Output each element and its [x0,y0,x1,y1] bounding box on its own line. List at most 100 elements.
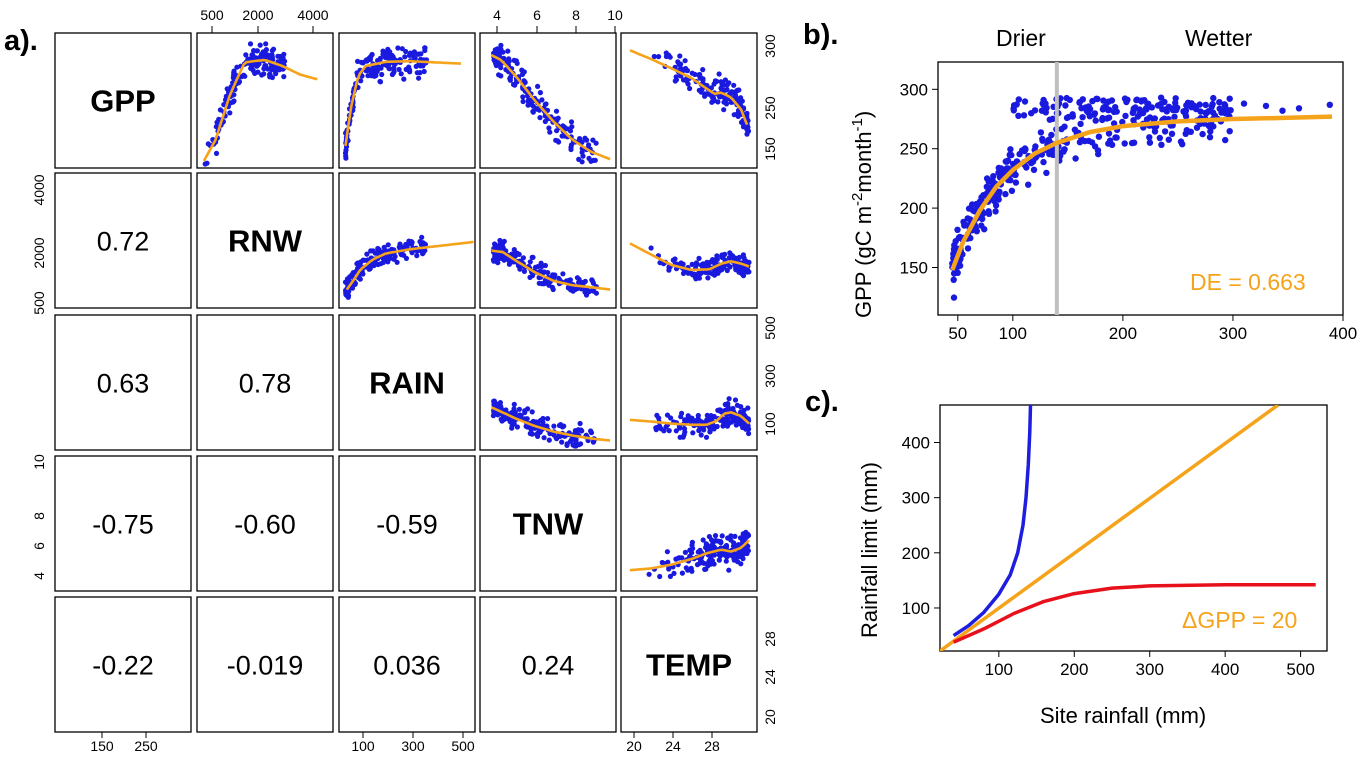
panel-b-ylabel-sup1: -2 [849,193,866,206]
data-point [386,65,392,72]
data-point [590,280,597,286]
data-point [1077,120,1084,128]
matrix-cell-rnw-tnw [479,172,617,309]
tick-label: 400 [1329,324,1357,343]
series-line-orange [940,405,1280,651]
data-point [739,268,745,274]
data-point [1105,114,1113,121]
panel-c-lines [940,405,1316,651]
data-point [1209,100,1216,108]
matrix-cell-frame [479,455,617,592]
tick-label: 300 [900,80,928,99]
data-point [696,427,702,434]
data-point [395,45,401,51]
data-point [576,276,582,282]
data-point [580,153,586,159]
matrix-cell-tnw-gpp: -0.75 [54,455,192,592]
data-point [703,434,710,440]
data-point [1092,117,1099,124]
data-point [716,71,722,77]
data-point [724,267,730,274]
tick-label: 10 [607,7,623,23]
data-point [1262,102,1270,110]
matrix-cell-rnw-rain [338,172,476,309]
data-point [1095,133,1103,140]
data-point [736,254,742,260]
data-point [745,543,751,549]
data-point [545,416,551,422]
data-point [648,245,654,251]
matrix-cell-frame [54,596,192,733]
data-point [1144,100,1151,107]
data-point [1177,138,1185,145]
data-point [522,416,528,422]
data-point [547,129,553,135]
data-point [950,294,958,301]
data-point [676,424,683,430]
data-point [732,414,738,421]
data-point [345,293,352,299]
data-point [1161,128,1169,135]
smoother-line [629,539,750,572]
data-point [664,412,671,418]
data-point [1102,103,1109,110]
data-point [407,50,413,56]
data-point [385,242,391,248]
smoother-line [344,59,462,147]
tick-label: 6 [31,542,47,550]
data-point [1021,98,1029,105]
data-point [1279,107,1286,114]
data-point [588,428,594,434]
data-point [720,423,726,429]
data-point [1069,113,1077,120]
data-point [511,401,517,407]
data-point [687,553,693,559]
data-point [721,107,727,113]
data-point [568,119,575,125]
data-point [231,70,237,76]
data-point [407,69,413,75]
data-point [593,140,599,146]
data-point [1108,97,1116,104]
tick-label: 300 [1136,660,1164,679]
panel-b-ylabel-base: GPP (gC m [851,206,876,318]
data-point [1158,141,1165,148]
pairs-matrix: GPP 0.72 RNW 0.63 0.78 RAIN -0.75 -0.60 -0.59 TNW… [54,32,758,733]
data-point [731,540,737,546]
data-point [734,402,741,408]
data-point [362,58,368,64]
data-point [529,409,535,415]
data-point [261,71,267,77]
matrix-cell-frame [196,455,334,592]
data-point [511,247,517,253]
data-point [1210,94,1217,102]
data-point [1161,98,1168,106]
data-point [733,422,739,428]
data-point [391,256,397,262]
data-point [1240,100,1248,107]
data-point [521,78,528,85]
data-point [1040,96,1047,104]
panel-b-ylabel-end: ) [851,111,876,118]
data-point [725,416,731,422]
data-point [267,71,273,78]
data-point [964,245,972,252]
data-point [680,77,687,83]
data-point [746,430,752,437]
data-point [527,274,533,280]
data-point [551,423,557,429]
variable-label-rnw: RNW [228,224,303,259]
data-point [681,426,688,432]
tick-label: 100 [902,599,930,618]
data-point [257,42,263,48]
data-point [1081,137,1089,145]
data-point [658,426,664,432]
data-point [1202,109,1209,117]
tick-label: 100 [985,660,1013,679]
data-point [951,246,959,254]
data-point [584,137,590,143]
data-point [697,71,703,78]
data-point [376,247,382,253]
data-point [711,260,717,266]
data-point [664,549,671,555]
